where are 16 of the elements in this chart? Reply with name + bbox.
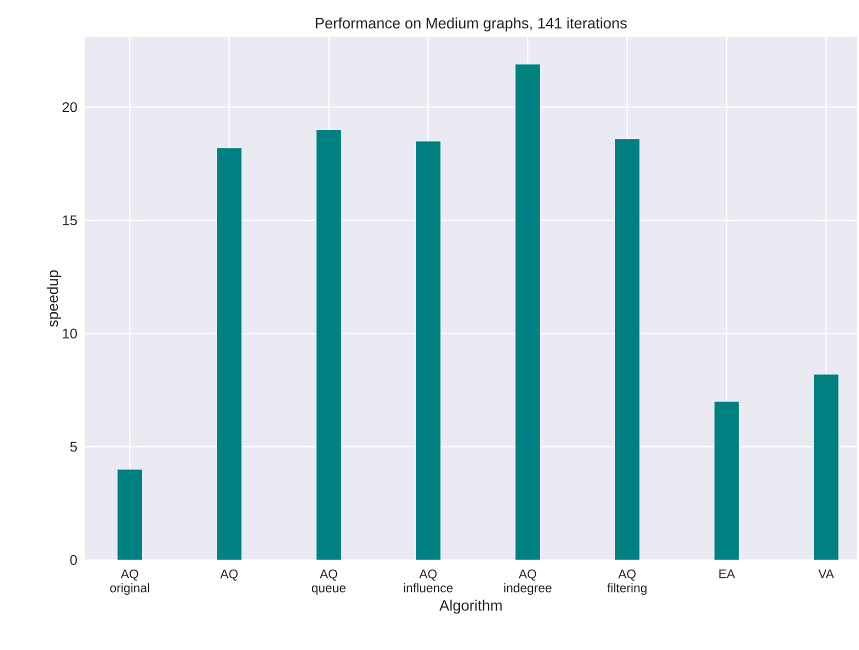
- x-tick-label: AQ filtering: [607, 570, 647, 595]
- x-tick-label: AQ: [220, 570, 238, 581]
- y-tick-label: 15: [62, 215, 77, 226]
- x-tick-label: AQ indegree: [504, 570, 552, 595]
- y-tick-label: 10: [62, 328, 77, 339]
- x-tick-label: AQ original: [110, 570, 150, 595]
- chart-title: Performance on Medium graphs, 141 iterations: [316, 17, 627, 32]
- y-tick-label: 0: [70, 555, 77, 565]
- y-tick-label: 20: [62, 102, 77, 112]
- y-axis-title: speedup: [47, 270, 62, 327]
- x-tick-label: EA: [719, 570, 735, 578]
- x-axis-title: Algorithm: [439, 600, 502, 614]
- x-tick-label: AQ queue: [312, 570, 346, 595]
- x-tick-label: AQ influence: [404, 570, 453, 592]
- x-tick-label: VA: [818, 570, 834, 578]
- y-tick-label: 5: [70, 442, 77, 452]
